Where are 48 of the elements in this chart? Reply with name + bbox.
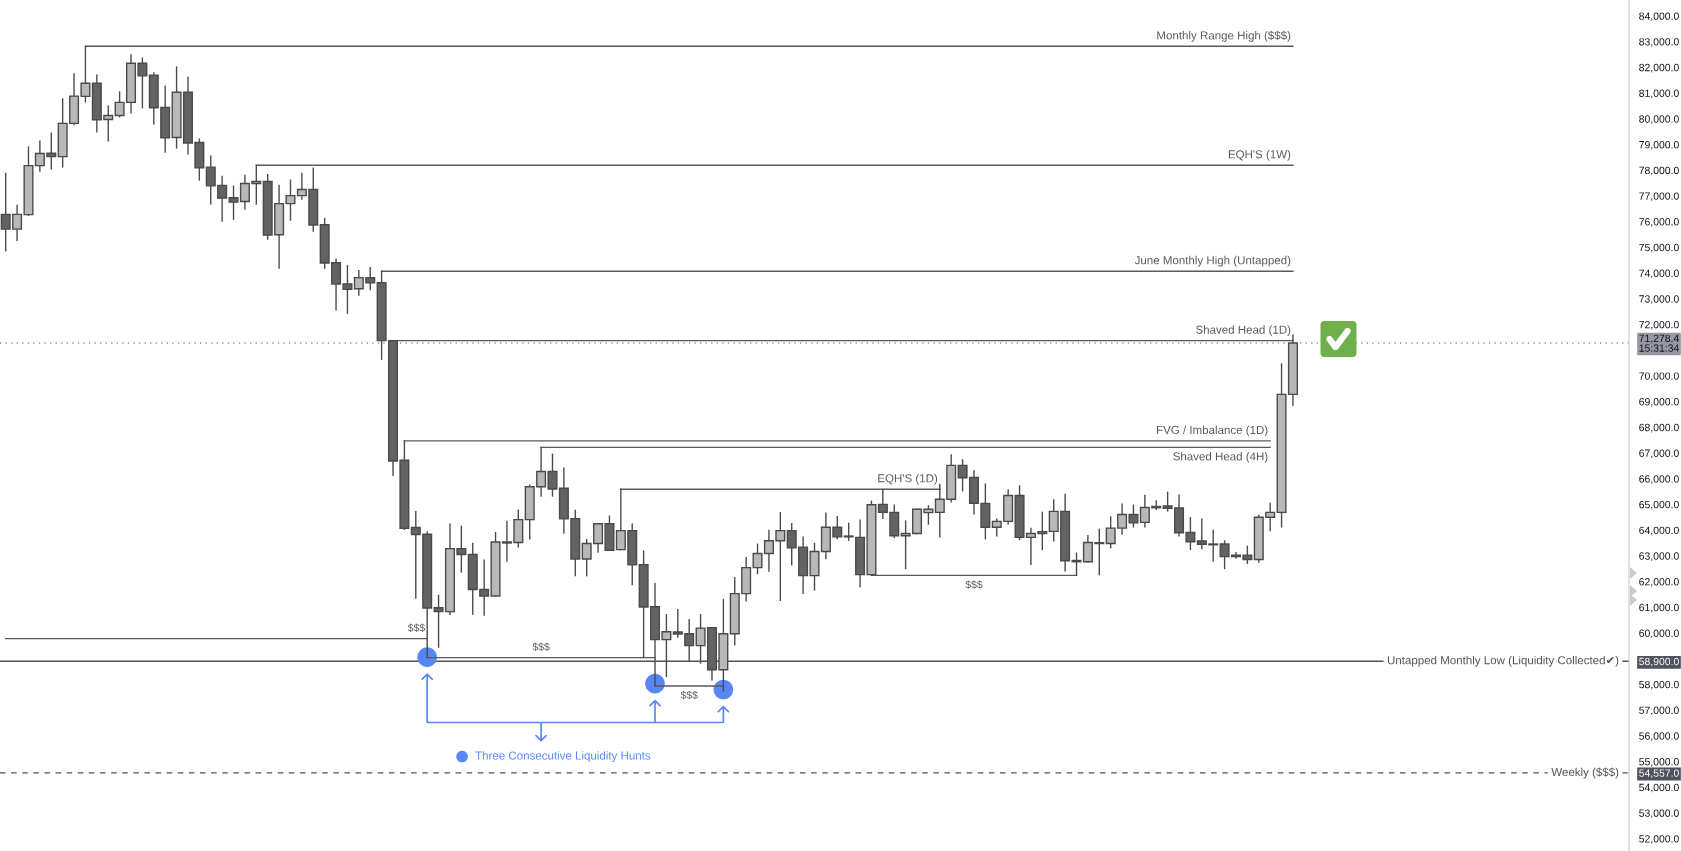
y-tick-label: 71,278.4 15:31:34 (1639, 334, 1679, 352)
y-tick-label: 70,000.0 (1639, 372, 1679, 381)
series-label: Shaved Head (1D) (1196, 325, 1291, 337)
y-tick-label: 54,000.0 (1639, 783, 1679, 793)
y-tick-label: 55,000.0 (1639, 758, 1679, 767)
y-tick-label: 57,000.0 (1639, 706, 1679, 716)
y-tick-label: 65,000.0 (1639, 500, 1679, 510)
y-tick-label: 54,557.0 (1639, 769, 1679, 779)
y-tick-label: 58,000.0 (1639, 680, 1679, 690)
y-tick-label: 63,000.0 (1639, 552, 1679, 561)
y-tick-label: 78,000.0 (1639, 166, 1679, 176)
y-tick-label: 77,000.0 (1639, 192, 1679, 202)
y-tick-label: 73,000.0 (1639, 295, 1679, 304)
series-label: $$$ (965, 580, 983, 589)
y-tick-label: 67,000.0 (1639, 449, 1679, 459)
y-tick-label: 58,900.0 (1639, 657, 1679, 667)
y-tick-label: 53,000.0 (1639, 809, 1679, 819)
series-label: FVG / Imbalance (1D) (1157, 425, 1268, 437)
series-label: EQH'S (1W) (1228, 149, 1291, 161)
series-label: Monthly Range High ($$$) (1157, 30, 1291, 42)
series-label: June Monthly High (Untapped) (1134, 255, 1291, 267)
y-tick-label: 76,000.0 (1639, 218, 1679, 227)
y-tick-label: 75,000.0 (1639, 243, 1679, 253)
y-tick-label: 61,000.0 (1639, 603, 1679, 613)
y-tick-label: 64,000.0 (1639, 526, 1679, 536)
y-tick-label: 82,000.0 (1639, 63, 1679, 73)
y-tick-label: 68,000.0 (1639, 423, 1679, 433)
y-tick-label: 62,000.0 (1639, 578, 1679, 587)
y-tick-label: 52,000.0 (1639, 835, 1679, 844)
y-tick-label: 81,000.0 (1639, 89, 1679, 99)
y-tick-label: 72,000.0 (1639, 320, 1679, 330)
y-tick-label: 66,000.0 (1639, 475, 1679, 484)
y-tick-label: 83,000.0 (1639, 38, 1679, 47)
ref-line-label: Untapped Monthly Low (Liquidity Collected✔) (1387, 655, 1619, 667)
series-label: EQH'S (1D) (878, 473, 938, 485)
series-label: $$$ (680, 690, 698, 700)
y-tick-label: 56,000.0 (1639, 732, 1679, 741)
ref-line-label: Weekly ($$$) (1551, 767, 1619, 779)
y-tick-label: 69,000.0 (1639, 398, 1679, 407)
y-tick-label: 79,000.0 (1639, 140, 1679, 150)
series-label: $$$ (532, 642, 550, 652)
series-label: $$$ (407, 623, 426, 633)
series-label: Shaved Head (4H) (1173, 451, 1268, 463)
y-tick-label: 74,000.0 (1639, 269, 1679, 279)
y-tick-label: 84,000.0 (1639, 12, 1679, 22)
text: Three Consecutive Liquidity Hunts (475, 751, 651, 762)
y-tick-label: 60,000.0 (1639, 629, 1679, 639)
y-tick-label: 80,000.0 (1639, 115, 1679, 124)
